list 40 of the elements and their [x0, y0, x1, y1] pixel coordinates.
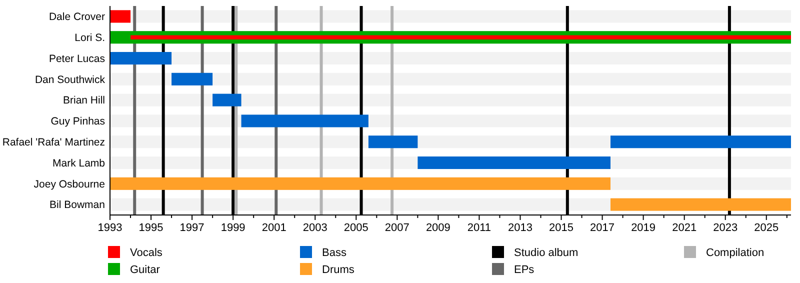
legend-label: Guitar	[130, 264, 160, 276]
x-tick-label: 2005	[344, 222, 368, 234]
y-tick-label: Dan Southwick	[34, 74, 106, 86]
x-tick-label: 2011	[467, 222, 492, 234]
x-tick-label: 1995	[138, 222, 164, 234]
x-tick-label: 2019	[631, 222, 656, 234]
x-tick-label: 2009	[426, 222, 450, 234]
bar	[110, 52, 172, 65]
y-tick-label: Guy Pinhas	[50, 116, 105, 128]
bar	[172, 72, 213, 86]
legend-label: Compilation	[706, 247, 764, 259]
x-tick-label: 2021	[672, 222, 697, 234]
y-tick-label: Lori S.	[74, 32, 105, 44]
bar	[241, 114, 368, 128]
y-tick-label: Peter Lucas	[48, 52, 105, 65]
y-tick-label: Brian Hill	[62, 94, 105, 107]
x-tick-label: 2025	[754, 222, 779, 234]
x-tick-label: 1993	[98, 222, 122, 234]
legend-label: Vocals	[130, 247, 163, 259]
y-tick-label: Joey Osbourne	[34, 178, 106, 190]
legend-label: Bass	[322, 247, 347, 259]
bar	[212, 94, 242, 106]
y-tick-label: Rafael 'Rafa' Martinez	[2, 136, 105, 149]
y-tick-label: Dale Crover	[48, 11, 106, 24]
x-tick-label: 2015	[549, 222, 574, 234]
x-tick-label: 2023	[713, 222, 738, 234]
bar	[368, 136, 418, 148]
y-tick-label: Mark Lamb	[52, 157, 106, 170]
x-tick-label: 2013	[508, 222, 532, 234]
x-tick-label: 1999	[220, 222, 246, 234]
bar	[418, 156, 610, 170]
x-tick-label: 1997	[180, 222, 204, 234]
legend-label: EPs	[514, 264, 535, 276]
y-tick-label: Bil Bowman	[50, 199, 106, 212]
x-tick-label: 2001	[262, 222, 286, 234]
legend-label: Drums	[322, 264, 355, 276]
legend-label: Studio album	[514, 247, 578, 259]
x-tick-label: 2007	[384, 222, 410, 234]
x-tick-label: 2003	[302, 222, 328, 234]
x-tick-label: 2017	[590, 222, 615, 234]
